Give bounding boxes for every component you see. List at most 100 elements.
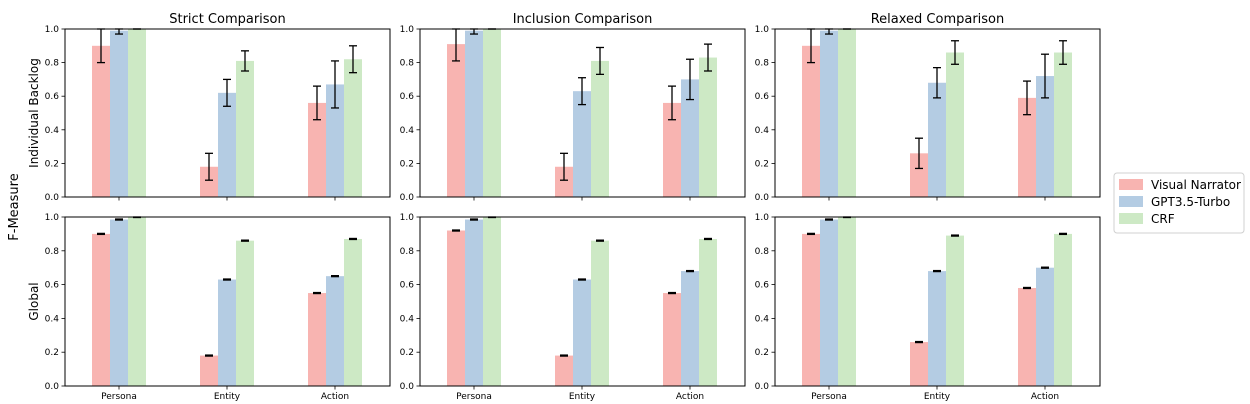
bar — [802, 233, 820, 386]
legend-label: CRF — [1151, 212, 1175, 226]
y-tick-label: 0.2 — [400, 348, 414, 358]
y-tick-label: 0.8 — [400, 59, 415, 69]
bar — [802, 45, 820, 197]
bar — [236, 240, 254, 386]
panel-title: Relaxed Comparison — [871, 12, 1005, 27]
y-tick-label: 1.0 — [755, 213, 770, 223]
bar — [92, 233, 110, 386]
bar — [928, 82, 946, 197]
panel-global-inclusion: 0.0 0.2 0.4 0.6 0.8 1.0 Persona Entity Action — [400, 213, 746, 402]
bar — [946, 52, 964, 197]
bar — [218, 279, 236, 386]
y-tick-label: 1.0 — [45, 213, 60, 223]
y-tick-label: 0.6 — [45, 92, 60, 102]
figure-ylabel: F-Measure — [7, 173, 22, 240]
y-tick-label: 0.0 — [755, 382, 770, 392]
bar — [1054, 52, 1072, 197]
y-tick-label: 0.0 — [45, 382, 60, 392]
bar — [838, 217, 856, 386]
y-tick-label: 0.0 — [45, 193, 60, 203]
y-tick-label: 0.8 — [755, 59, 770, 69]
y-tick-label: 0.6 — [45, 281, 60, 291]
y-tick-label: 0.2 — [755, 348, 769, 358]
panel-global-relaxed: 0.0 0.2 0.4 0.6 0.8 1.0 Persona Entity Action — [755, 213, 1101, 402]
y-tick-label: 0.8 — [45, 59, 60, 69]
x-tick-label: Entity — [924, 392, 951, 402]
bar — [110, 30, 128, 198]
bar — [465, 219, 483, 386]
panel-title: Strict Comparison — [169, 12, 286, 27]
bar — [447, 230, 465, 386]
x-tick-label: Action — [321, 392, 349, 402]
bar — [308, 293, 326, 386]
bar — [699, 57, 717, 198]
panel-title: Inclusion Comparison — [513, 12, 653, 27]
bar — [92, 45, 110, 197]
legend-label: GPT3.5-Turbo — [1151, 195, 1230, 209]
bar — [838, 29, 856, 197]
y-tick-label: 0.6 — [755, 281, 770, 291]
bar — [681, 271, 699, 386]
y-tick-label: 0.0 — [755, 193, 770, 203]
x-tick-label: Entity — [214, 392, 241, 402]
y-tick-label: 0.4 — [400, 314, 415, 324]
bar — [573, 279, 591, 386]
bar — [200, 166, 218, 197]
bar — [928, 271, 946, 386]
y-tick-label: 0.8 — [45, 247, 60, 257]
y-tick-label: 1.0 — [755, 25, 770, 35]
x-tick-label: Action — [1031, 392, 1059, 402]
legend-swatch — [1119, 213, 1143, 224]
y-tick-label: 0.2 — [45, 159, 59, 169]
bar — [681, 79, 699, 197]
y-tick-label: 0.0 — [400, 193, 415, 203]
bar — [344, 59, 362, 197]
bar — [326, 84, 344, 197]
bar — [200, 355, 218, 386]
y-tick-label: 0.4 — [45, 126, 60, 136]
bar — [663, 293, 681, 386]
bar — [128, 217, 146, 386]
legend-box — [1113, 172, 1245, 234]
axes-frame — [64, 28, 391, 198]
axes-frame — [419, 28, 746, 198]
panel-individual-relaxed: 0.0 0.2 0.4 0.6 0.8 1.0 Relaxed Comparison — [755, 12, 1101, 203]
bar — [910, 342, 928, 386]
y-tick-label: 0.0 — [400, 382, 415, 392]
bar — [308, 102, 326, 197]
bar — [1018, 287, 1036, 386]
axes-frame — [419, 216, 746, 387]
bar — [1018, 97, 1036, 197]
bar — [110, 219, 128, 386]
row-label: Global — [27, 282, 41, 320]
y-tick-label: 0.2 — [45, 348, 59, 358]
row-label: Individual Backlog — [27, 58, 41, 168]
y-tick-label: 0.4 — [400, 126, 415, 136]
bar — [128, 29, 146, 197]
panel-individual-inclusion: 0.0 0.2 0.4 0.6 0.8 1.0 Inclusion Comparison — [400, 12, 746, 203]
axes-frame — [774, 216, 1101, 387]
y-tick-label: 0.2 — [400, 159, 414, 169]
bar — [447, 44, 465, 198]
bar — [465, 30, 483, 198]
legend: Visual Narrator GPT3.5-Turbo CRF — [1113, 172, 1245, 234]
x-tick-label: Action — [676, 392, 704, 402]
axes-frame — [64, 216, 391, 387]
y-tick-label: 0.8 — [755, 247, 770, 257]
bar — [663, 102, 681, 197]
legend-swatch — [1119, 196, 1143, 207]
y-tick-label: 0.4 — [755, 314, 770, 324]
bar — [344, 238, 362, 386]
y-tick-label: 1.0 — [400, 25, 415, 35]
bar — [820, 219, 838, 386]
y-tick-label: 0.6 — [755, 92, 770, 102]
bar — [591, 60, 609, 197]
y-tick-label: 1.0 — [45, 25, 60, 35]
bar — [946, 235, 964, 386]
y-tick-label: 1.0 — [400, 213, 415, 223]
bar — [236, 60, 254, 197]
bar — [591, 240, 609, 386]
x-tick-label: Persona — [456, 392, 492, 402]
bar — [1036, 267, 1054, 386]
x-tick-label: Persona — [101, 392, 137, 402]
